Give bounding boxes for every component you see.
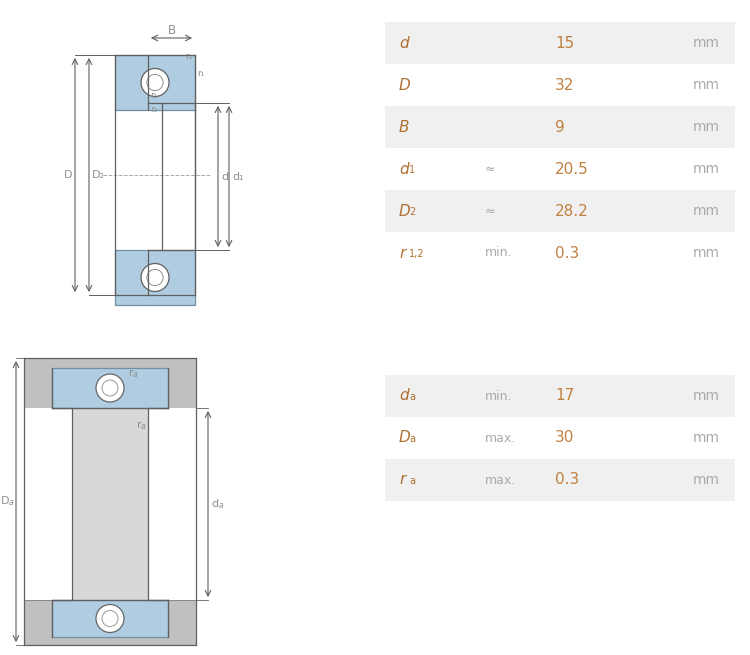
Text: ≈: ≈ [485, 204, 496, 217]
Text: r₂: r₂ [186, 52, 193, 61]
Polygon shape [385, 375, 735, 417]
Text: D: D [399, 204, 411, 219]
Polygon shape [115, 250, 195, 305]
Text: d: d [221, 172, 228, 181]
Polygon shape [52, 600, 168, 637]
Text: 0.3: 0.3 [555, 472, 579, 487]
Text: r₁: r₁ [197, 69, 204, 77]
Polygon shape [385, 106, 735, 148]
Polygon shape [72, 408, 148, 600]
Text: a: a [409, 434, 415, 444]
Text: 32: 32 [555, 77, 574, 92]
Text: d: d [399, 162, 409, 176]
Text: r: r [399, 472, 405, 487]
Text: D₂: D₂ [92, 170, 105, 180]
Text: 15: 15 [555, 35, 574, 50]
Text: a: a [409, 476, 415, 486]
Polygon shape [385, 232, 735, 274]
Text: r₁: r₁ [150, 92, 158, 100]
Text: B: B [167, 24, 176, 37]
Polygon shape [385, 22, 735, 64]
Text: min.: min. [485, 246, 512, 259]
Text: mm: mm [693, 473, 720, 487]
Text: mm: mm [693, 162, 720, 176]
Text: r₂: r₂ [150, 105, 158, 113]
Text: mm: mm [693, 389, 720, 403]
Text: D: D [64, 170, 72, 180]
Text: mm: mm [693, 78, 720, 92]
Text: 1: 1 [409, 165, 416, 175]
Polygon shape [24, 600, 196, 645]
Text: 17: 17 [555, 388, 574, 403]
Circle shape [141, 263, 169, 291]
Circle shape [96, 374, 124, 402]
Text: max.: max. [485, 432, 516, 445]
Text: d₁: d₁ [232, 172, 244, 181]
Polygon shape [24, 408, 72, 600]
Circle shape [141, 69, 169, 96]
Text: 0.3: 0.3 [555, 246, 579, 261]
Polygon shape [385, 417, 735, 459]
Text: 2: 2 [409, 207, 416, 217]
Text: ≈: ≈ [485, 162, 496, 176]
Polygon shape [385, 459, 735, 501]
Polygon shape [385, 190, 735, 232]
Text: r$_a$: r$_a$ [128, 367, 139, 381]
Text: 28.2: 28.2 [555, 204, 589, 219]
Polygon shape [385, 64, 735, 106]
Polygon shape [385, 148, 735, 190]
Text: d$_a$: d$_a$ [211, 497, 224, 511]
Text: d: d [399, 35, 409, 50]
Polygon shape [148, 408, 196, 600]
Text: 9: 9 [555, 119, 565, 134]
Text: B: B [399, 119, 410, 134]
Text: min.: min. [485, 390, 512, 403]
Text: mm: mm [693, 204, 720, 218]
Text: 30: 30 [555, 430, 574, 445]
Text: D: D [399, 430, 411, 445]
Text: 20.5: 20.5 [555, 162, 589, 176]
Text: D: D [399, 77, 411, 92]
Text: r$_a$: r$_a$ [136, 420, 147, 432]
Text: mm: mm [693, 431, 720, 445]
Text: r: r [399, 246, 405, 261]
Polygon shape [52, 368, 168, 408]
Polygon shape [24, 358, 196, 408]
Polygon shape [115, 55, 195, 110]
Circle shape [96, 605, 124, 633]
Text: D$_a$: D$_a$ [0, 495, 15, 508]
Text: 1,2: 1,2 [409, 249, 424, 259]
Text: d: d [399, 388, 409, 403]
Text: mm: mm [693, 36, 720, 50]
Text: mm: mm [693, 246, 720, 260]
Text: mm: mm [693, 120, 720, 134]
Text: a: a [409, 392, 415, 402]
Text: max.: max. [485, 474, 516, 487]
